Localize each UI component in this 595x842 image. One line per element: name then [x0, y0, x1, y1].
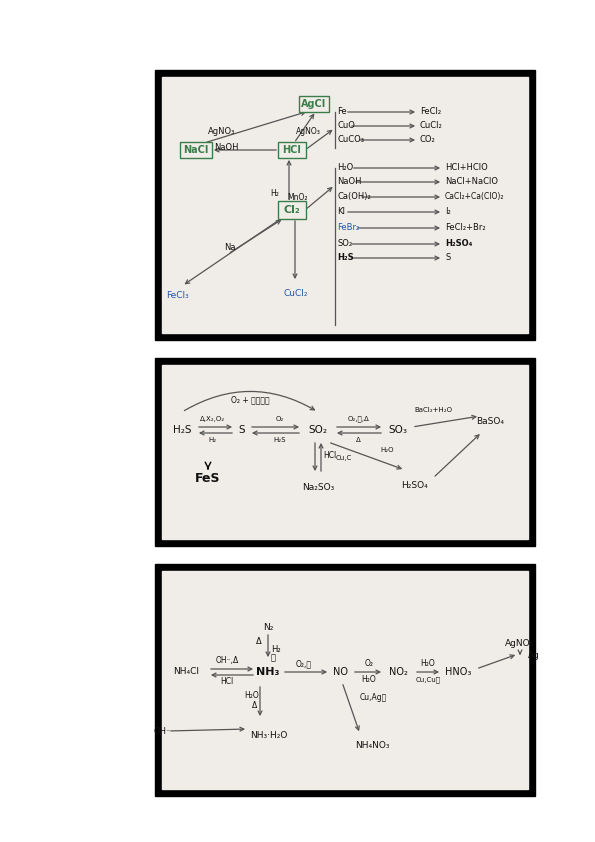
Text: SO₂: SO₂	[308, 425, 327, 435]
Text: BaSO₄: BaSO₄	[476, 418, 504, 427]
Text: O₂,催: O₂,催	[296, 659, 312, 669]
Text: CO₂: CO₂	[420, 136, 436, 145]
Text: CuCl₂: CuCl₂	[284, 289, 308, 297]
Text: Δ: Δ	[256, 637, 262, 647]
Text: N₂: N₂	[263, 622, 273, 632]
Bar	[162, 77, 528, 333]
Text: AgNO₃: AgNO₃	[505, 640, 535, 648]
Text: O₂ + 充足燃烧: O₂ + 充足燃烧	[231, 396, 270, 404]
Text: S: S	[239, 425, 245, 435]
Text: H₂: H₂	[270, 189, 279, 199]
Text: OH⁻: OH⁻	[154, 727, 171, 736]
Text: H₂SO₄: H₂SO₄	[445, 239, 472, 248]
Text: CuCO₃: CuCO₃	[337, 136, 364, 145]
Text: SO₂: SO₂	[337, 239, 352, 248]
Text: CaCl₂+Ca(ClO)₂: CaCl₂+Ca(ClO)₂	[445, 193, 505, 201]
Text: FeS: FeS	[195, 472, 221, 484]
Text: HCl: HCl	[323, 451, 336, 461]
Text: HCl+HClO: HCl+HClO	[445, 163, 488, 173]
Text: H₂O: H₂O	[421, 659, 436, 669]
Bar	[155, 564, 535, 796]
Text: Na: Na	[224, 243, 236, 253]
Text: H₂SO₄: H₂SO₄	[402, 482, 428, 491]
Text: CuCl₂: CuCl₂	[420, 121, 443, 131]
Text: NaCl: NaCl	[183, 145, 209, 155]
Text: Ca(OH)₂: Ca(OH)₂	[337, 193, 371, 201]
Text: S: S	[445, 253, 450, 263]
Text: SO₃: SO₃	[389, 425, 408, 435]
Bar	[162, 571, 528, 789]
Text: KI: KI	[337, 207, 345, 216]
FancyBboxPatch shape	[278, 142, 306, 158]
Text: HCl: HCl	[283, 145, 302, 155]
Text: OH⁻,Δ: OH⁻,Δ	[215, 657, 239, 665]
Text: CuO: CuO	[337, 121, 355, 131]
Text: Cu,Ag稀: Cu,Ag稀	[360, 694, 387, 702]
Text: O₂: O₂	[365, 659, 374, 669]
Text: NaCl+NaClO: NaCl+NaClO	[445, 178, 498, 186]
Text: HCl: HCl	[220, 678, 234, 686]
FancyBboxPatch shape	[180, 142, 212, 158]
Text: FeBr₂: FeBr₂	[337, 223, 359, 232]
Text: H₂O: H₂O	[380, 447, 393, 453]
Text: O₂,催,Δ: O₂,催,Δ	[347, 416, 369, 423]
Text: Cl₂: Cl₂	[284, 205, 300, 215]
Text: NH₃: NH₃	[256, 667, 280, 677]
Text: H₂O: H₂O	[337, 163, 353, 173]
Text: AgCl: AgCl	[302, 99, 327, 109]
Text: H₂: H₂	[208, 437, 216, 443]
Text: NO: NO	[333, 667, 347, 677]
Text: H₂S: H₂S	[337, 253, 353, 263]
Bar	[155, 358, 535, 546]
Text: H₂: H₂	[271, 646, 281, 654]
Text: NH₃·H₂O: NH₃·H₂O	[250, 731, 287, 739]
Text: AgNO₃: AgNO₃	[296, 127, 321, 136]
Text: 催: 催	[271, 653, 276, 663]
Text: Fe: Fe	[337, 108, 347, 116]
Text: NH₄NO₃: NH₄NO₃	[355, 742, 389, 750]
Text: Ag: Ag	[528, 651, 540, 659]
Text: Δ: Δ	[356, 437, 361, 443]
Text: HNO₃: HNO₃	[445, 667, 471, 677]
Text: H₂S: H₂S	[274, 437, 286, 443]
Text: AgNO₃: AgNO₃	[208, 127, 236, 136]
Text: FeCl₃: FeCl₃	[166, 290, 189, 300]
Text: FeCl₂+Br₂: FeCl₂+Br₂	[445, 223, 486, 232]
Bar	[162, 365, 528, 539]
Text: FeCl₂: FeCl₂	[420, 108, 441, 116]
Text: BaCl₂+H₂O: BaCl₂+H₂O	[414, 407, 452, 413]
Text: Cu,C: Cu,C	[336, 455, 352, 461]
FancyBboxPatch shape	[278, 201, 306, 219]
Bar	[155, 70, 535, 340]
FancyBboxPatch shape	[299, 96, 329, 112]
Text: NH₄Cl: NH₄Cl	[173, 668, 199, 676]
Text: H₂O: H₂O	[362, 675, 377, 685]
Text: I₂: I₂	[445, 207, 451, 216]
Text: NaOH: NaOH	[337, 178, 362, 186]
Text: Δ,X₂,O₂: Δ,X₂,O₂	[199, 416, 224, 422]
Text: MnO₂: MnO₂	[287, 193, 308, 201]
Text: O₂: O₂	[276, 416, 284, 422]
Text: NaOH: NaOH	[214, 142, 239, 152]
Text: Na₂SO₃: Na₂SO₃	[302, 483, 334, 493]
Text: NO₂: NO₂	[389, 667, 408, 677]
Text: H₂O: H₂O	[244, 690, 259, 700]
Text: H₂S: H₂S	[173, 425, 191, 435]
Text: Cu,Cu液: Cu,Cu液	[415, 677, 440, 684]
Text: Δ: Δ	[252, 701, 257, 710]
